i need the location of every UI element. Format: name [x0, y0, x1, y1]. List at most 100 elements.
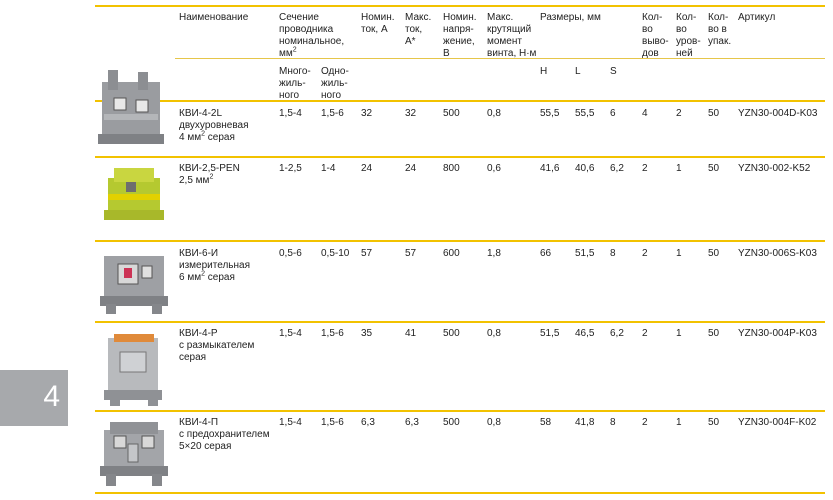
product-name: КВИ-4-П с предохранителем 5×20 серая — [179, 417, 270, 453]
header-outputs: Кол- во выво- дов — [642, 12, 669, 60]
header-line: проводника — [279, 24, 334, 35]
terminal-block-measuring-image — [100, 256, 168, 314]
nom-voltage: 600 — [443, 248, 460, 259]
name-line: 2,5 мм2 — [179, 173, 214, 186]
dim-l: 46,5 — [575, 328, 595, 339]
dim-h: 51,5 — [540, 328, 560, 339]
header-section-single: Одно- жиль- ного — [321, 66, 349, 102]
levels: 2 — [676, 108, 682, 119]
terminal-block-pen-image — [104, 168, 164, 220]
nom-voltage: 800 — [443, 163, 460, 174]
header-line: Номин. — [443, 12, 477, 23]
header-line: Номин. — [361, 12, 395, 23]
header-line: ней — [676, 48, 693, 59]
multi-section: 1,5-4 — [279, 108, 302, 119]
dim-l: 55,5 — [575, 108, 595, 119]
header-line: жение, — [443, 36, 475, 47]
dim-h: 66 — [540, 248, 552, 259]
header-line: винта, Н·м — [487, 48, 537, 59]
header-line: Одно- — [321, 66, 349, 77]
header-nom-current: Номин. ток, А — [361, 12, 395, 36]
dim-s: 8 — [610, 248, 616, 259]
header-levels: Кол- во уров- ней — [676, 12, 701, 60]
header-line: во — [676, 24, 687, 35]
torque: 1,8 — [487, 248, 501, 259]
outputs: 2 — [642, 248, 648, 259]
pack-qty: 50 — [708, 163, 720, 174]
single-section: 0,5-10 — [321, 248, 350, 259]
name-line: 6 мм2 серая — [179, 270, 235, 283]
header-torque: Макс. крутящий момент винта, Н·м — [487, 12, 536, 60]
header-max-current: Макс. ток, А* — [405, 12, 431, 48]
header-article: Артикул — [738, 12, 776, 23]
nom-current: 6,3 — [361, 417, 375, 428]
name-line: КВИ-2,5-PEN — [179, 163, 240, 174]
nom-current: 24 — [361, 163, 373, 174]
header-line: ного — [321, 90, 342, 101]
torque: 0,8 — [487, 328, 501, 339]
name-line: измерительная — [179, 260, 250, 271]
product-name: КВИ-4-Р с размыкателем серая — [179, 328, 254, 364]
header-line: номинальное, — [279, 36, 345, 47]
row-divider — [95, 240, 825, 242]
torque: 0,8 — [487, 417, 501, 428]
header-line: Сечение — [279, 12, 319, 23]
header-dim-l: L — [575, 66, 581, 77]
header-line: Много- — [279, 66, 311, 77]
dim-s: 6,2 — [610, 163, 624, 174]
nom-current: 35 — [361, 328, 373, 339]
name-line: 5×20 серая — [179, 441, 232, 452]
chapter-number: 4 — [43, 380, 60, 413]
header-line: жиль- — [279, 78, 306, 89]
multi-section: 1,5-4 — [279, 417, 302, 428]
nom-voltage: 500 — [443, 108, 460, 119]
name-line: КВИ-4-П — [179, 417, 219, 428]
name-line: двухуровневая — [179, 120, 249, 131]
pack-qty: 50 — [708, 328, 720, 339]
dim-l: 51,5 — [575, 248, 595, 259]
table-bottom-rule — [95, 492, 825, 494]
product-name: КВИ-2,5-PEN 2,5 мм2 — [179, 163, 240, 187]
name-line: 4 мм2 серая — [179, 130, 235, 143]
dim-h: 55,5 — [540, 108, 560, 119]
header-line: Кол- — [708, 12, 729, 23]
header-nom-voltage: Номин. напря- жение, В — [443, 12, 477, 60]
header-line: Макс. — [487, 12, 514, 23]
dim-s: 6,2 — [610, 328, 624, 339]
single-section: 1-4 — [321, 163, 336, 174]
header-line: ного — [279, 90, 300, 101]
product-name: КВИ-6-И измерительная 6 мм2 серая — [179, 248, 250, 284]
header-line: выво- — [642, 36, 669, 47]
outputs: 2 — [642, 163, 648, 174]
max-current: 57 — [405, 248, 417, 259]
levels: 1 — [676, 248, 682, 259]
terminal-block-2l-image — [98, 70, 164, 144]
header-line: напря- — [443, 24, 474, 35]
header-name: Наименование — [179, 12, 249, 23]
header-line: мм2 — [279, 46, 297, 59]
torque: 0,6 — [487, 163, 501, 174]
max-current: 24 — [405, 163, 417, 174]
multi-section: 1,5-4 — [279, 328, 302, 339]
name-line: серая — [179, 352, 207, 363]
pack-qty: 50 — [708, 248, 720, 259]
header-line: дов — [642, 48, 659, 59]
row-divider — [95, 321, 825, 323]
levels: 1 — [676, 163, 682, 174]
name-line: с размыкателем — [179, 340, 255, 351]
article: YZN30-004F-K02 — [738, 417, 817, 428]
header-dims: Размеры, мм — [540, 12, 601, 23]
article: YZN30-002-K52 — [738, 163, 811, 174]
header-dim-h: H — [540, 66, 548, 77]
dim-l: 40,6 — [575, 163, 595, 174]
chapter-tab: 4 — [0, 370, 68, 426]
single-section: 1,5-6 — [321, 328, 344, 339]
header-section: Сечение проводника номинальное, мм2 — [279, 12, 344, 60]
header-line: Макс. — [405, 12, 432, 23]
header-line: Кол- — [642, 12, 663, 23]
max-current: 41 — [405, 328, 417, 339]
terminal-block-fuse-image — [100, 422, 168, 486]
nom-current: 57 — [361, 248, 373, 259]
nom-voltage: 500 — [443, 328, 460, 339]
header-pack: Кол- во в упак. — [708, 12, 731, 48]
